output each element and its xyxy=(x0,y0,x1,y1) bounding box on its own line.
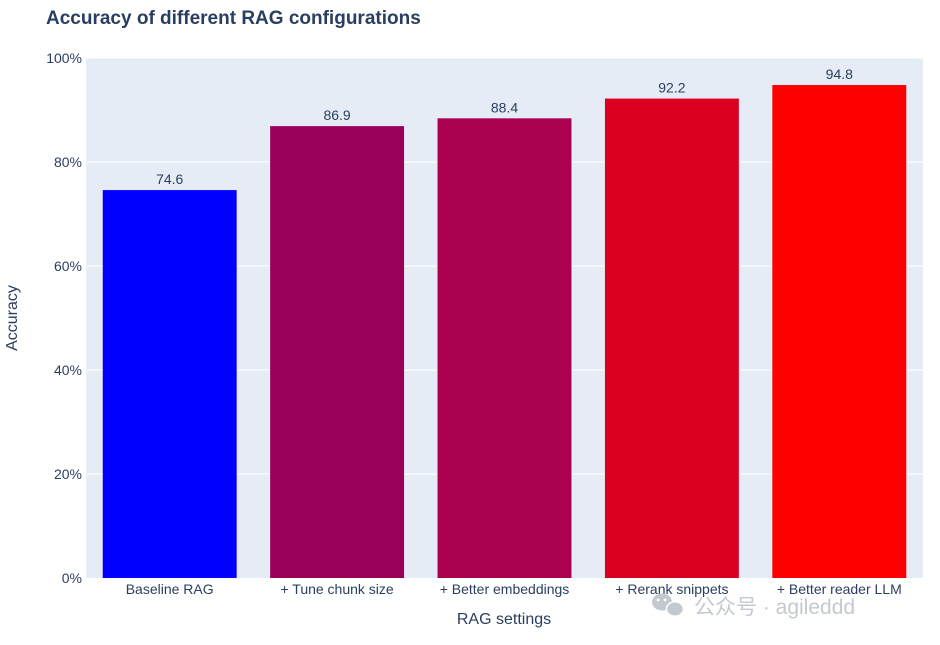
y-tick-label: 20% xyxy=(54,466,82,482)
bar xyxy=(437,118,572,578)
y-tick-label: 100% xyxy=(46,50,82,66)
bar-value-label: 74.6 xyxy=(156,171,183,187)
x-tick-label: + Better embeddings xyxy=(440,581,570,597)
bar-value-label: 86.9 xyxy=(323,107,350,123)
bar xyxy=(604,98,739,578)
bar xyxy=(270,126,405,579)
bar-value-label: 92.2 xyxy=(658,80,685,96)
y-tick-label: 60% xyxy=(54,258,82,274)
y-axis-label: Accuracy xyxy=(4,285,21,351)
bar xyxy=(772,85,907,578)
bars xyxy=(102,85,907,579)
watermark: 公众号 · agileddd xyxy=(652,593,855,619)
chart-title: Accuracy of different RAG configurations xyxy=(46,8,421,29)
x-tick-label: + Rerank snippets xyxy=(615,581,728,597)
x-tick-label: + Tune chunk size xyxy=(280,581,393,597)
y-tick-label: 40% xyxy=(54,362,82,378)
x-axis-label: RAG settings xyxy=(457,611,551,628)
x-axis-ticks: Baseline RAG + Tune chunk size + Better em… xyxy=(126,581,902,597)
data-labels: 74.6 86.9 88.4 92.2 94.8 xyxy=(156,66,853,187)
bar-value-label: 94.8 xyxy=(826,66,853,82)
bar xyxy=(102,190,237,578)
wechat-icon xyxy=(652,593,685,617)
x-tick-label: + Better reader LLM xyxy=(777,581,902,597)
watermark-text: 公众号 · agileddd xyxy=(694,596,855,619)
y-tick-label: 0% xyxy=(62,570,82,586)
bar-value-label: 88.4 xyxy=(491,99,518,115)
x-tick-label: Baseline RAG xyxy=(126,581,214,597)
y-axis-ticks: 0% 20% 40% 60% 80% 100% xyxy=(46,50,82,586)
y-tick-label: 80% xyxy=(54,154,82,170)
